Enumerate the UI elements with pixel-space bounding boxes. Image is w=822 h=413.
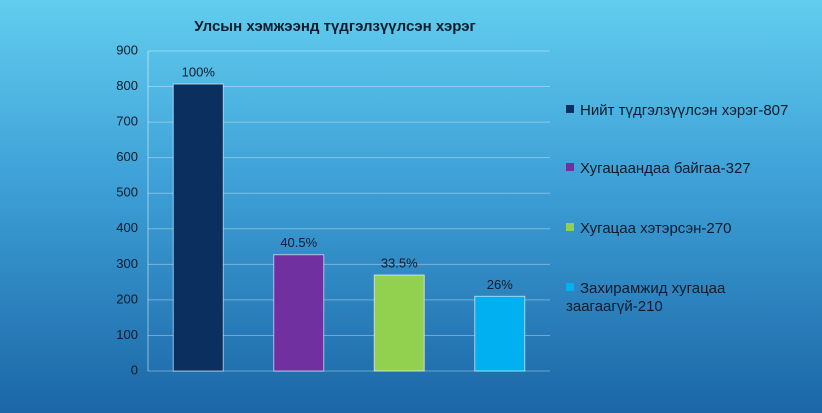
chart-title: Улсын хэмжээнд түдгэлзүүлсэн хэрэг xyxy=(194,18,476,35)
bar xyxy=(172,83,224,372)
legend-item: Хугацаандаа байгаа-327 xyxy=(566,160,801,178)
data-label: 40.5% xyxy=(280,235,317,250)
legend-item: Нийт түдгэлзүүлсэн хэрэг-807 xyxy=(566,102,801,120)
legend-swatch xyxy=(566,105,574,113)
y-tick-label: 0 xyxy=(131,362,138,377)
data-label: 100% xyxy=(182,65,216,80)
y-tick-label: 300 xyxy=(116,256,138,271)
legend-swatch xyxy=(566,163,574,171)
y-tick-label: 500 xyxy=(116,185,138,200)
y-tick-label: 200 xyxy=(116,291,138,306)
bar xyxy=(273,254,325,372)
y-tick-label: 800 xyxy=(116,78,138,93)
legend-label: Хугацаандаа байгаа-327 xyxy=(580,160,751,177)
y-tick-label: 900 xyxy=(116,42,138,57)
y-tick-label: 400 xyxy=(116,220,138,235)
y-tick-label: 700 xyxy=(116,114,138,129)
legend-label: Захирамжид хугацаа заагаагүй-210 xyxy=(566,280,726,315)
data-label: 26% xyxy=(487,277,513,292)
legend-label: Хугацаа хэтэрсэн-270 xyxy=(580,220,732,237)
legend-swatch xyxy=(566,223,574,231)
data-label: 33.5% xyxy=(381,255,418,270)
bar xyxy=(474,295,526,372)
y-tick-label: 600 xyxy=(116,149,138,164)
legend-label: Нийт түдгэлзүүлсэн хэрэг-807 xyxy=(580,102,789,119)
legend-item: Захирамжид хугацаа заагаагүй-210 xyxy=(566,280,801,316)
bar xyxy=(373,274,425,372)
y-tick-label: 100 xyxy=(116,327,138,342)
legend-item: Хугацаа хэтэрсэн-270 xyxy=(566,220,801,238)
legend-swatch xyxy=(566,283,574,291)
